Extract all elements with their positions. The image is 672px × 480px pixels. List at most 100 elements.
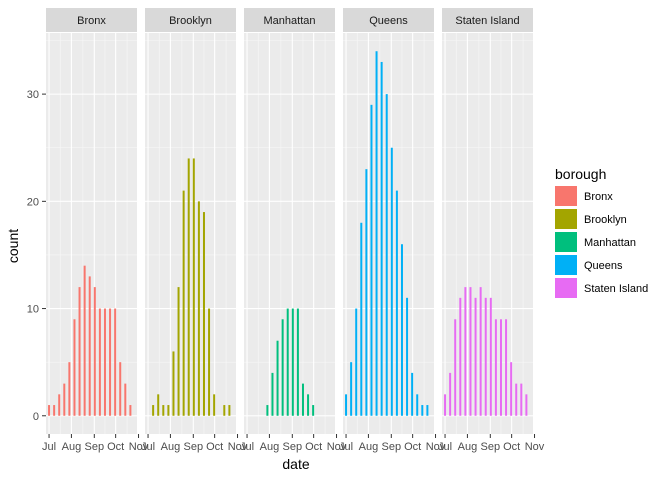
bar xyxy=(192,158,195,416)
bar xyxy=(390,147,393,416)
x-tick-label: Jul xyxy=(42,441,56,453)
x-tick-label: Sep xyxy=(184,441,204,453)
bar xyxy=(276,340,279,416)
bar xyxy=(426,405,429,416)
facet-strip-label: Staten Island xyxy=(455,15,519,27)
legend-title: borough xyxy=(555,166,606,182)
bar xyxy=(187,158,190,416)
panel-background xyxy=(244,33,335,434)
bar xyxy=(301,383,304,416)
legend-label: Bronx xyxy=(584,191,613,203)
bar xyxy=(202,212,205,416)
bar xyxy=(286,308,289,416)
x-tick-label: Aug xyxy=(359,441,379,453)
bar xyxy=(48,405,51,416)
bar xyxy=(93,287,96,416)
x-tick-label: Aug xyxy=(458,441,478,453)
x-tick-label: Nov xyxy=(426,441,446,453)
y-tick-label: 30 xyxy=(27,89,39,101)
bar xyxy=(68,362,71,416)
bar xyxy=(474,297,477,416)
facet-manhattan: Manhattan xyxy=(244,8,335,434)
facet-queens: Queens xyxy=(343,8,434,434)
facet-strip-label: Manhattan xyxy=(264,15,316,27)
x-axis-brooklyn: Jul Aug Sep Oct Nov xyxy=(141,434,248,453)
bar xyxy=(350,362,353,416)
bar xyxy=(312,405,315,416)
bar xyxy=(505,319,508,416)
facet-strip-label: Brooklyn xyxy=(169,15,212,27)
bar xyxy=(525,394,528,416)
facet-panels: Bronx Brooklyn Manhattan Queens Staten Islan… xyxy=(46,8,533,434)
x-axis-title: date xyxy=(282,456,309,472)
facet-strip-label: Queens xyxy=(369,15,408,27)
x-tick-label: Jul xyxy=(141,441,155,453)
bar xyxy=(228,405,231,416)
bar xyxy=(271,372,274,416)
bar xyxy=(98,308,101,416)
bar xyxy=(464,287,467,416)
bar xyxy=(360,222,363,416)
bar xyxy=(449,372,452,416)
x-axis-staten-island: Jul Aug Sep Oct Nov xyxy=(438,434,545,453)
bar xyxy=(380,61,383,416)
bar xyxy=(489,297,492,416)
facet-strip xyxy=(442,8,533,32)
bar xyxy=(266,405,269,416)
legend-key xyxy=(555,186,577,206)
x-axis-manhattan: Jul Aug Sep Oct Nov xyxy=(240,434,347,453)
x-tick-label: Oct xyxy=(503,441,520,453)
bar xyxy=(385,94,388,416)
bar xyxy=(454,319,457,416)
bar xyxy=(129,405,132,416)
facet-strip-label: Bronx xyxy=(77,15,106,27)
panel-background xyxy=(46,33,137,434)
facet-strip xyxy=(244,8,335,32)
panel-background xyxy=(442,33,533,434)
bar xyxy=(484,297,487,416)
bar xyxy=(124,383,127,416)
bar xyxy=(400,244,403,416)
facet-bronx: Bronx xyxy=(46,8,137,434)
x-tick-label: Sep xyxy=(283,441,303,453)
x-tick-label: Oct xyxy=(305,441,322,453)
bar xyxy=(177,287,180,416)
bar xyxy=(103,308,106,416)
legend-item: Brooklyn xyxy=(555,209,627,229)
legend-item: Bronx xyxy=(555,186,613,206)
bar xyxy=(152,405,155,416)
bar xyxy=(88,276,91,416)
facet-strip xyxy=(343,8,434,32)
bar xyxy=(162,405,165,416)
bar xyxy=(167,405,170,416)
x-tick-label: Oct xyxy=(206,441,223,453)
bar xyxy=(109,308,112,416)
legend-key xyxy=(555,278,577,298)
bar xyxy=(172,351,175,416)
y-tick-label: 10 xyxy=(27,304,39,316)
y-tick-label: 20 xyxy=(27,196,39,208)
bar xyxy=(510,362,513,416)
facet-strip xyxy=(46,8,137,32)
bar xyxy=(78,287,81,416)
bar xyxy=(281,319,284,416)
bar xyxy=(223,405,226,416)
x-tick-label: Jul xyxy=(240,441,254,453)
bar xyxy=(157,394,160,416)
x-tick-label: Sep xyxy=(481,441,501,453)
legend-label: Staten Island xyxy=(584,283,648,295)
x-tick-label: Jul xyxy=(438,441,452,453)
y-tick-label: 0 xyxy=(33,411,39,423)
bar xyxy=(73,319,76,416)
legend-key xyxy=(555,232,577,252)
x-tick-label: Aug xyxy=(62,441,82,453)
legend-label: Manhattan xyxy=(584,237,636,249)
bar xyxy=(63,383,66,416)
bar xyxy=(444,394,447,416)
facet-strip xyxy=(145,8,236,32)
bar xyxy=(365,169,368,416)
bar xyxy=(515,383,518,416)
panel-background xyxy=(343,33,434,434)
x-tick-label: Nov xyxy=(327,441,347,453)
